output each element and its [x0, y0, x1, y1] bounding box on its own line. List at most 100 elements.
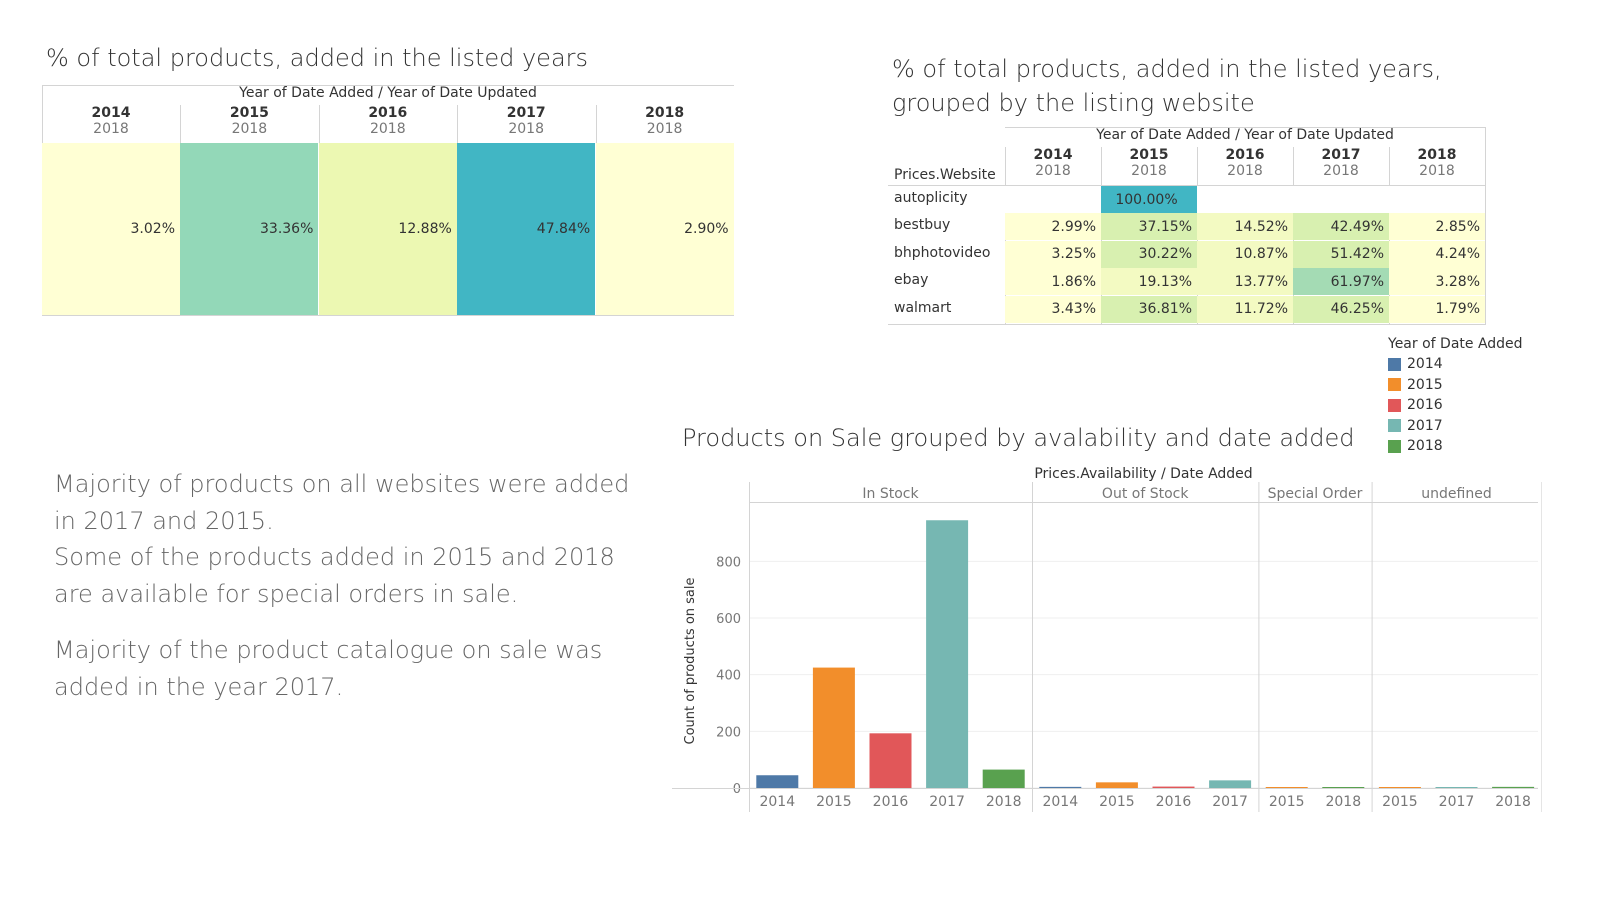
- table1-cell: 2.90%: [595, 143, 734, 315]
- table2-row-header: Prices.Website: [894, 167, 996, 183]
- table2-cell: 1.86%: [1005, 268, 1101, 296]
- x-tick-label: 2014: [759, 794, 795, 810]
- table2-cell: 13.77%: [1197, 268, 1293, 296]
- legend-item: 2015: [1388, 375, 1523, 396]
- legend-item: 2014: [1388, 354, 1523, 375]
- y-axis-label: Count of products on sale: [683, 578, 698, 745]
- y-tick-label: 200: [716, 725, 741, 740]
- bar: [1435, 787, 1478, 788]
- narrative-text: Majority of products on all websites wer…: [54, 466, 654, 725]
- table2-header: Year of Date Added / Year of Date Update…: [1096, 127, 1394, 143]
- table1-col-header: 2017 2018: [457, 105, 595, 137]
- x-tick-label: 2017: [1212, 794, 1248, 810]
- bar: [1152, 786, 1195, 788]
- table2-cell: 10.87%: [1197, 240, 1293, 268]
- x-tick-label: 2017: [929, 794, 965, 810]
- bar: [1492, 786, 1535, 788]
- table2-cell: [1389, 186, 1485, 213]
- legend-items: 2014 2015 2016 2017 2018: [1388, 354, 1523, 457]
- table2-year-updated: 2018: [1419, 163, 1455, 179]
- table2: Year of Date Added / Year of Date Update…: [888, 127, 1486, 325]
- group-label: Special Order: [1268, 486, 1363, 502]
- group-label: In Stock: [862, 486, 919, 502]
- table2-col-header: 2017 2018: [1293, 147, 1389, 179]
- group-label: undefined: [1421, 486, 1491, 502]
- legend-swatch: [1388, 378, 1401, 392]
- table2-col-header: 2015 2018: [1101, 147, 1197, 179]
- table2-cell: 2.99%: [1005, 213, 1101, 241]
- legend-swatch: [1388, 419, 1401, 433]
- table2-col-header: 2018 2018: [1389, 147, 1485, 179]
- table2-cell: 14.52%: [1197, 213, 1293, 241]
- bar: [812, 667, 855, 788]
- table1-cell: 33.36%: [180, 143, 319, 315]
- narrative-paragraph-1: Majority of products on all websites wer…: [54, 470, 630, 608]
- table1-col-header: 2014 2018: [42, 105, 180, 137]
- table2-row-label: ebay: [894, 272, 929, 289]
- table1-cell: 3.02%: [42, 143, 180, 315]
- x-tick-label: 2015: [1269, 794, 1305, 810]
- bar: [1322, 787, 1365, 788]
- table2-cell: 37.15%: [1101, 213, 1197, 241]
- bar: [1378, 787, 1421, 788]
- table2-cell: 2.85%: [1389, 213, 1485, 241]
- legend-item: 2016: [1388, 395, 1523, 416]
- table1-year-updated: 2018: [646, 121, 683, 137]
- bar: [756, 775, 799, 788]
- table1-year-updated: 2018: [508, 121, 544, 137]
- legend-label: 2014: [1407, 356, 1443, 373]
- table1-cell: 12.88%: [318, 143, 457, 315]
- bar: [1095, 782, 1138, 788]
- x-tick-label: 2016: [1156, 794, 1192, 810]
- bar: [1209, 780, 1252, 788]
- table2-cell: 61.97%: [1293, 268, 1389, 296]
- legend-item: 2018: [1388, 436, 1523, 457]
- x-tick-label: 2017: [1439, 794, 1475, 810]
- bar-chart: Prices.Availability / Date Added 0 200 400 6…: [672, 466, 1542, 812]
- table2-cell: 11.72%: [1197, 295, 1293, 323]
- legend-label: 2016: [1407, 397, 1443, 414]
- table2-year-updated: 2018: [1131, 163, 1167, 179]
- table2-cell: 42.49%: [1293, 213, 1389, 241]
- table1-year-updated: 2018: [93, 121, 129, 137]
- table2-col-header: 2014 2018: [1005, 147, 1101, 179]
- bar: [1265, 787, 1308, 788]
- bar: [1039, 786, 1082, 788]
- y-tick-label: 800: [716, 555, 741, 570]
- table1-year-added: 2015: [229, 105, 269, 121]
- x-tick-label: 2014: [1042, 794, 1078, 810]
- table2-year-updated: 2018: [1323, 163, 1359, 179]
- y-tick-label: 0: [733, 782, 741, 797]
- table2-year-updated: 2018: [1227, 163, 1263, 179]
- x-tick-label: 2015: [1099, 794, 1135, 810]
- table2-cell: [1005, 186, 1101, 213]
- y-tick-label: 600: [716, 612, 741, 627]
- table1-cell: 47.84%: [457, 143, 596, 315]
- table2-year-added: 2017: [1321, 147, 1361, 163]
- table1-year-updated: 2018: [369, 121, 406, 137]
- table2-col-header: 2016 2018: [1197, 147, 1293, 179]
- table2-cell: [1293, 186, 1389, 213]
- table2-cell: [1197, 186, 1293, 213]
- x-tick-label: 2016: [873, 794, 909, 810]
- y-tick-label: 400: [716, 669, 741, 684]
- table2-row-label: bestbuy: [894, 217, 951, 234]
- legend-label: 2017: [1407, 417, 1443, 434]
- table2-cell: 3.28%: [1389, 268, 1485, 296]
- legend-item: 2017: [1388, 416, 1523, 437]
- table1-title: % of total products, added in the listed…: [46, 44, 589, 72]
- legend-label: 2018: [1407, 438, 1443, 455]
- x-tick-label: 2018: [1325, 794, 1361, 810]
- legend-swatch: [1388, 439, 1401, 453]
- table2-year-added: 2014: [1033, 147, 1073, 163]
- x-tick-label: 2018: [986, 794, 1022, 810]
- chart-header: Prices.Availability / Date Added: [1034, 466, 1252, 482]
- group-label: Out of Stock: [1102, 486, 1189, 502]
- table1-year-added: 2014: [91, 105, 131, 121]
- table1-year-added: 2016: [368, 105, 408, 121]
- bar-chart-title: Products on Sale grouped by avalability …: [682, 424, 1355, 452]
- table2-row-label: bhphotovideo: [894, 244, 991, 261]
- x-tick-label: 2015: [1382, 794, 1418, 810]
- table2-year-updated: 2018: [1035, 163, 1071, 179]
- legend-swatch: [1388, 398, 1401, 412]
